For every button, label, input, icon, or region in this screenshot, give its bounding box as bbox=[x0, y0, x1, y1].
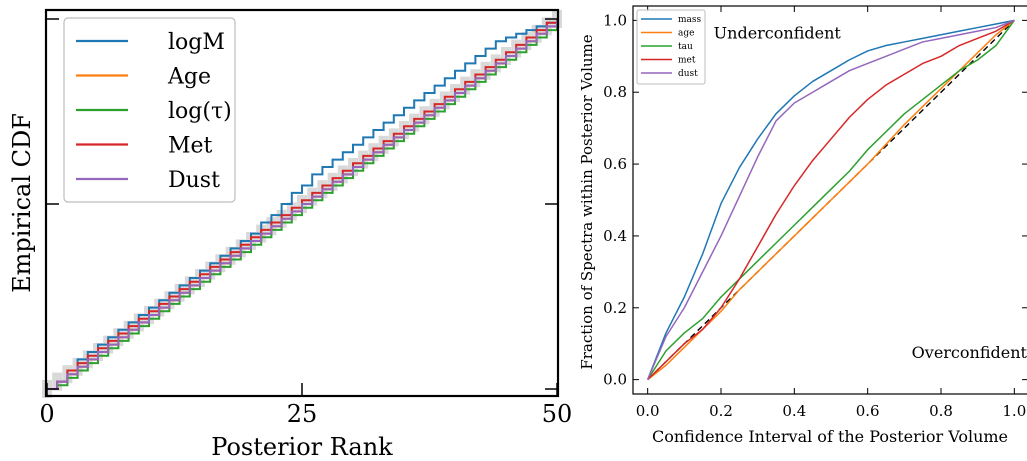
x-tick-label: 0.6 bbox=[856, 402, 880, 420]
legend-box bbox=[63, 17, 236, 203]
legend-label-tau: tau bbox=[678, 42, 693, 52]
legend-label-age: age bbox=[678, 29, 694, 39]
right-x-axis-label: Confidence Interval of the Posterior Vol… bbox=[652, 427, 1008, 446]
x-tick-label: 0.2 bbox=[709, 402, 733, 420]
x-tick-label: 0.8 bbox=[929, 402, 953, 420]
series-line-met bbox=[647, 19, 1015, 381]
right-axes-frame bbox=[632, 5, 1027, 395]
y-tick-label: 0.0 bbox=[603, 371, 627, 389]
y-tick-label: 0.2 bbox=[603, 299, 627, 317]
legend-label-met: Met bbox=[168, 134, 213, 159]
legend-label-dust: dust bbox=[678, 69, 698, 79]
left-series-group bbox=[47, 19, 558, 390]
right-series-group bbox=[646, 19, 1015, 381]
x-tick-label: 0.4 bbox=[782, 402, 806, 420]
x-tick-label: 1.0 bbox=[1002, 402, 1026, 420]
right-panel-coverage: 0.0 0.2 0.4 0.6 0.8 1.0 0.0 0.2 0.4 0.6 0.8 1.0 mas… bbox=[578, 5, 1027, 446]
right-y-axis-label: Fraction of Spectra within Posterior Vol… bbox=[578, 34, 596, 369]
left-panel-rank-cdf: 0 25 50 logM Age log(τ) Met Dust Posterior Ran… bbox=[8, 8, 573, 461]
right-legend: mass age tau met dust bbox=[636, 9, 706, 85]
right-ticks: 0.0 0.2 0.4 0.6 0.8 1.0 0.0 0.2 0.4 0.6 0.8 1.0 bbox=[603, 6, 1027, 420]
left-ticks: 0 25 50 bbox=[39, 18, 573, 428]
y-tick-label: 0.8 bbox=[603, 83, 627, 101]
left-x-axis-label: Posterior Rank bbox=[211, 433, 393, 461]
series-line-dust bbox=[646, 19, 1015, 380]
left-legend: logM Age log(τ) Met Dust bbox=[63, 17, 236, 203]
x-tick-label: 50 bbox=[542, 400, 573, 428]
legend-label-logm: logM bbox=[168, 30, 225, 55]
right-annotations: Underconfident Overconfident bbox=[714, 23, 1027, 362]
series-line-tau bbox=[647, 19, 1015, 381]
annotation-overconfident: Overconfident bbox=[912, 343, 1027, 362]
series-line-dust bbox=[47, 19, 558, 390]
legend-label-age: Age bbox=[167, 65, 211, 90]
x-tick-label: 0 bbox=[39, 400, 54, 428]
legend-label-mass: mass bbox=[678, 15, 702, 25]
annotation-underconfident: Underconfident bbox=[714, 23, 842, 42]
series-line-logm bbox=[47, 19, 558, 390]
legend-label-log: log(τ) bbox=[168, 99, 232, 124]
left-axes-frame bbox=[44, 8, 560, 398]
y-tick-label: 0.6 bbox=[603, 155, 627, 173]
x-tick-label: 0.0 bbox=[636, 402, 660, 420]
legend-box bbox=[636, 9, 706, 85]
y-tick-label: 1.0 bbox=[603, 11, 627, 29]
right-reference-diagonal bbox=[647, 19, 1015, 381]
legend-label-met: met bbox=[678, 56, 696, 66]
reference-diagonal-line bbox=[647, 19, 1015, 381]
y-tick-label: 0.4 bbox=[603, 227, 627, 245]
x-tick-label: 25 bbox=[287, 400, 318, 428]
left-y-axis-label: Empirical CDF bbox=[8, 113, 36, 293]
legend-label-dust: Dust bbox=[168, 168, 220, 193]
series-line-age bbox=[647, 19, 1015, 381]
series-line-mass bbox=[646, 19, 1015, 380]
